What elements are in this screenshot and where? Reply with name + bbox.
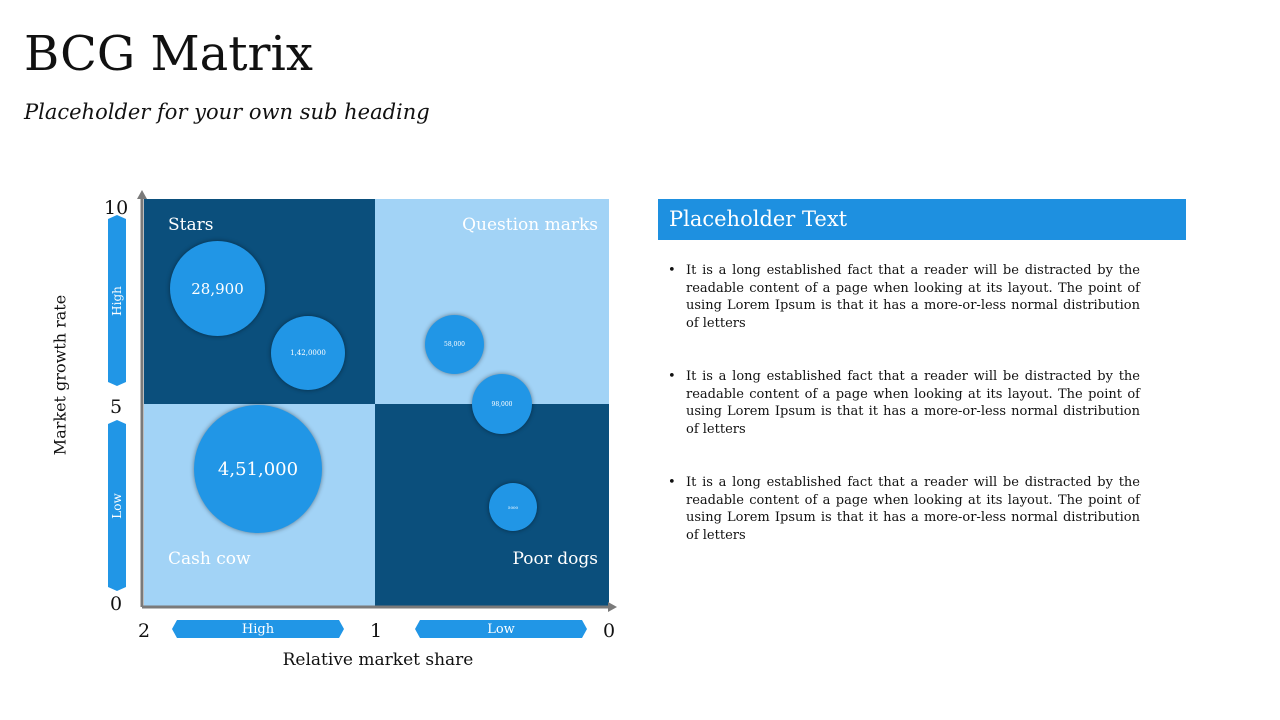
x-tag-high: High (172, 620, 344, 638)
bubble-stars-small: 1,42,0000 (271, 316, 345, 390)
bullet-item: It is a long established fact that a rea… (668, 262, 1140, 332)
y-tick-10: 10 (104, 197, 129, 219)
bubble-stars-large: 28,900 (170, 241, 265, 336)
bullet-item: It is a long established fact that a rea… (668, 474, 1140, 544)
x-tick-0: 0 (603, 620, 616, 642)
y-tag-high-label: High (110, 285, 124, 316)
panel-heading: Placeholder Text (658, 199, 1186, 240)
x-tag-low: Low (415, 620, 587, 638)
y-tick-0: 0 (110, 593, 123, 615)
bubble-question-marks-bottom: 98,000 (472, 374, 532, 434)
quadrant-question-marks (375, 199, 609, 404)
quadrant-label-stars: Stars (168, 215, 214, 235)
quadrant-label-cash-cow: Cash cow (168, 549, 251, 569)
x-axis-arrow (608, 602, 617, 612)
x-tick-1: 1 (370, 620, 383, 642)
y-axis-title: Market growth rate (50, 294, 70, 456)
y-tag-low: Low (108, 420, 126, 591)
y-tag-low-label: Low (110, 492, 124, 519)
x-axis-title: Relative market share (282, 650, 474, 670)
quadrant-label-question-marks: Question marks (462, 215, 598, 235)
page-title: BCG Matrix (24, 26, 313, 82)
page-subtitle: Placeholder for your own sub heading (24, 100, 430, 124)
y-axis-arrow (137, 190, 147, 199)
bullet-list: It is a long established fact that a rea… (668, 262, 1140, 580)
y-tick-5: 5 (110, 396, 123, 418)
y-tag-high: High (108, 215, 126, 386)
bullet-item: It is a long established fact that a rea… (668, 368, 1140, 438)
bubble-cash-cow: 4,51,000 (194, 405, 322, 533)
bubble-poor-dogs: 5000 (489, 483, 537, 531)
bubble-question-marks-top: 58,000 (425, 315, 484, 374)
quadrant-label-poor-dogs: Poor dogs (512, 549, 598, 569)
x-tick-2: 2 (138, 620, 151, 642)
